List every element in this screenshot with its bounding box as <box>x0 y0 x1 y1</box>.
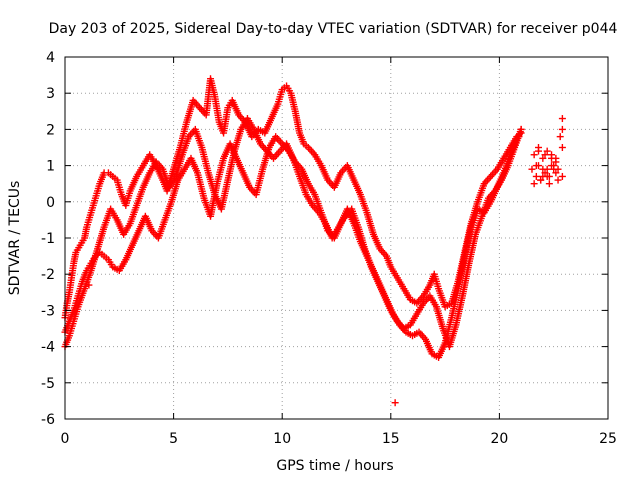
data-point <box>552 154 560 162</box>
data-point <box>556 133 564 141</box>
x-tick-label: 15 <box>382 431 400 447</box>
data-point <box>548 151 556 159</box>
y-tick-label: 4 <box>46 50 55 66</box>
y-tick-labels: 4 3 2 1 0 -1 -2 -3 -4 -5 -6 <box>41 50 55 428</box>
data-point <box>530 151 538 159</box>
y-tick-label: 3 <box>46 86 55 102</box>
y-tick-label: 2 <box>46 122 55 138</box>
data-point <box>545 180 553 188</box>
y-tick-label: -3 <box>41 303 55 319</box>
data-point <box>550 162 558 170</box>
data-point <box>530 180 538 188</box>
data-point <box>552 169 560 177</box>
x-tick-labels: 0 5 10 15 20 25 <box>61 431 617 447</box>
data-point <box>532 162 540 170</box>
y-tick-label: -6 <box>41 412 55 428</box>
data-point <box>554 165 562 173</box>
data-point <box>517 125 525 133</box>
data-point <box>554 176 562 184</box>
data-point <box>391 399 399 407</box>
data-points <box>61 75 566 407</box>
grid-lines <box>65 57 608 419</box>
x-tick-label: 0 <box>61 431 70 447</box>
x-tick-label: 25 <box>599 431 617 447</box>
data-point <box>541 169 549 177</box>
axis-ticks <box>64 56 609 420</box>
y-tick-label: -1 <box>41 231 55 247</box>
data-point <box>534 144 542 151</box>
y-tick-label: 0 <box>46 195 55 211</box>
y-axis-label: SDTVAR / TECUs <box>7 181 23 296</box>
y-tick-label: -5 <box>41 376 55 392</box>
data-point <box>541 151 549 159</box>
x-tick-label: 5 <box>169 431 178 447</box>
x-tick-label: 10 <box>273 431 291 447</box>
data-point <box>515 133 523 141</box>
y-tick-label: -4 <box>41 340 55 356</box>
y-tick-label: 1 <box>46 159 55 175</box>
data-point <box>537 176 545 184</box>
x-axis-label: GPS time / hours <box>276 458 393 474</box>
x-tick-label: 20 <box>490 431 508 447</box>
chart-title: Day 203 of 2025, Sidereal Day-to-day VTE… <box>49 21 618 37</box>
data-point <box>543 172 551 180</box>
data-point <box>543 147 551 155</box>
data-point <box>558 115 566 123</box>
y-tick-label: -2 <box>41 267 55 283</box>
data-point <box>85 281 93 289</box>
data-point <box>558 172 566 180</box>
data-point <box>558 125 566 133</box>
data-point <box>539 154 547 162</box>
data-point <box>532 172 540 180</box>
data-point <box>558 144 566 151</box>
data-point <box>528 165 536 173</box>
data-point <box>539 165 547 173</box>
